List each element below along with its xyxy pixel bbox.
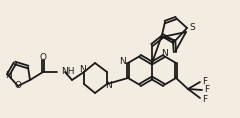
Text: S: S [189, 23, 195, 32]
Text: O: O [14, 82, 22, 91]
Text: N: N [161, 48, 167, 57]
Text: NH: NH [61, 67, 74, 76]
Text: F: F [202, 76, 207, 86]
Text: N: N [105, 82, 111, 91]
Text: N: N [80, 65, 86, 74]
Text: F: F [204, 86, 209, 95]
Text: N: N [119, 57, 126, 67]
Text: N: N [5, 70, 11, 80]
Text: F: F [202, 95, 207, 103]
Text: O: O [40, 53, 47, 63]
